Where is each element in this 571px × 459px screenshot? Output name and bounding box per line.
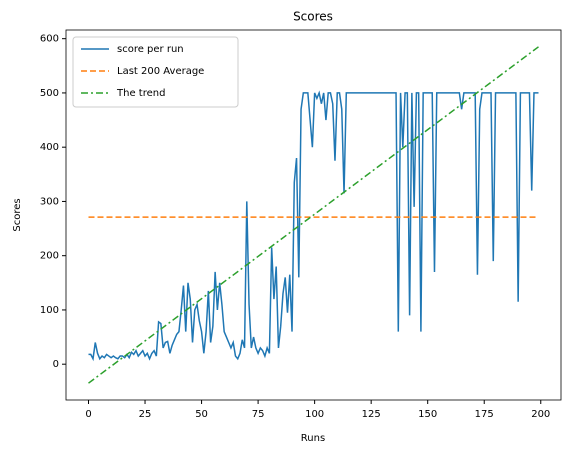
x-tick-label: 200 [531,409,550,420]
x-tick-label: 100 [305,409,324,420]
x-tick-label: 150 [418,409,437,420]
x-tick-label: 175 [475,409,494,420]
x-tick-label: 75 [252,409,265,420]
y-tick-label: 500 [40,88,59,99]
series-line [88,46,539,384]
y-tick-label: 600 [40,34,59,45]
y-tick-label: 300 [40,196,59,207]
y-tick-label: 100 [40,305,59,316]
y-axis-label: Scores [12,198,23,231]
plot-frame [65,29,562,401]
legend-label: score per run [117,44,184,55]
y-tick-label: 0 [53,359,59,370]
series-line [88,90,539,362]
y-tick-label: 200 [40,251,59,262]
legend-label: Last 200 Average [117,66,204,77]
x-tick-label: 0 [85,409,91,420]
legend-box [72,36,239,108]
chart-title: Scores [293,10,333,24]
y-tick-label: 400 [40,142,59,153]
x-axis-label: Runs [301,433,325,444]
x-tick-label: 25 [139,409,152,420]
x-tick-label: 50 [195,409,208,420]
x-tick-label: 125 [362,409,381,420]
legend-label: The trend [116,88,165,99]
